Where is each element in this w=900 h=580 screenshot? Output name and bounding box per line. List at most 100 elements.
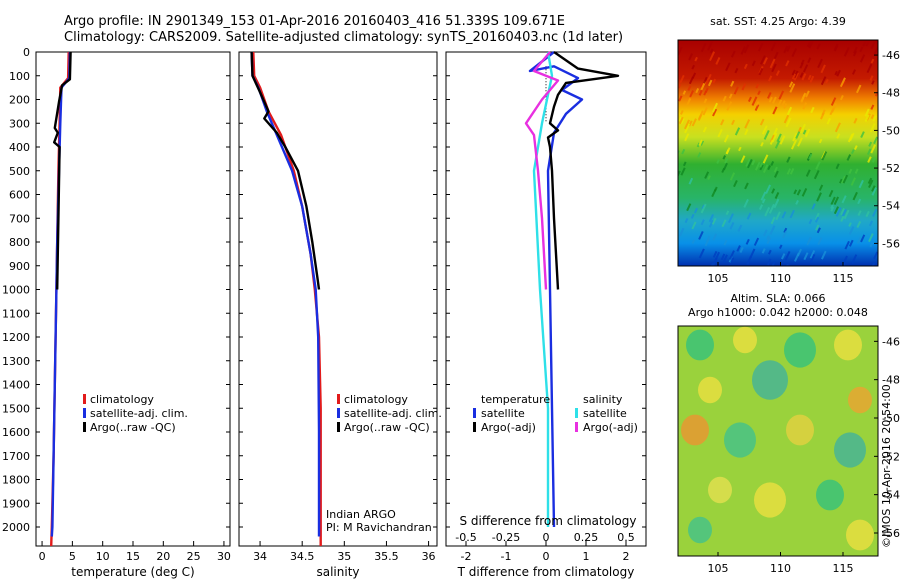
map-lat-label: -56 (882, 237, 900, 250)
depth-tick-label: 300 (9, 117, 30, 130)
temperature-panel: 0 5 10 15 20 25 30 0 100 200 300 400 500 600 700 800 90… (2, 46, 231, 579)
x-tick-label: 34.5 (290, 550, 315, 563)
x-tick-label: 36 (422, 550, 436, 563)
depth-tick-label: 1300 (2, 355, 30, 368)
depth-tick-label: 100 (9, 70, 30, 83)
map-lat-label: -50 (882, 124, 900, 137)
legend-label-satellite: satellite-adj. clim. (90, 407, 188, 420)
x-tick-label: 15 (126, 550, 140, 563)
legend-label-temp-argo: Argo(-adj) (481, 421, 536, 434)
x-tick-label: -2 (461, 550, 472, 563)
map-lon-label: 110 (770, 562, 791, 575)
x-tick-label: 10 (96, 550, 110, 563)
depth-tick-label: 500 (9, 165, 30, 178)
header-line-2: Climatology: CARS2009. Satellite-adjuste… (64, 30, 623, 45)
float-annotation-line-1: Indian ARGO (326, 508, 396, 521)
difference-xlabel: T difference from climatology (457, 565, 635, 579)
x-tick-label: 0 (39, 550, 46, 563)
x-tick-label: 35 (337, 550, 351, 563)
map-lat-label: -46 (882, 335, 900, 348)
series-line-temperature-argo-adj- (546, 51, 620, 290)
salinity-axes-frame (238, 51, 438, 547)
map-lon-label: 105 (708, 272, 729, 285)
sst-map-title: sat. SST: 4.25 Argo: 4.39 (710, 15, 846, 28)
x-tick-label: 20 (156, 550, 170, 563)
header-line-1: Argo profile: IN 2901349_153 01-Apr-2016… (64, 14, 565, 29)
legend-label-temp-satellite: satellite (481, 407, 525, 420)
legend-swatch-satellite (337, 408, 340, 418)
x-tick-label: 30 (217, 550, 231, 563)
salinity-legend: climatology satellite-adj. clim. Argo(..… (337, 393, 442, 434)
map-lon-label: 105 (708, 562, 729, 575)
map-lat-label: -46 (882, 49, 900, 62)
series-line-argo-raw-qc- (250, 51, 321, 290)
legend-title-temperature: temperature (481, 393, 550, 406)
depth-tick-label: 1200 (2, 331, 30, 344)
depth-tick-label: 1000 (2, 284, 30, 297)
map-lat-label: -56 (882, 527, 900, 540)
depth-tick-label: 1600 (2, 426, 30, 439)
map-lat-label: -52 (882, 162, 900, 175)
difference-legend: temperature salinity satellite Argo(-adj… (473, 393, 638, 434)
legend-title-salinity: salinity (583, 393, 623, 406)
legend-swatch-argo (337, 422, 340, 432)
legend-label-climatology: climatology (344, 393, 408, 406)
x-tick-label: 35.5 (374, 550, 399, 563)
top-x-tick-label: -0.25 (492, 531, 520, 544)
depth-tick-label: 400 (9, 141, 30, 154)
salinity-panel: 34 34.5 35 35.5 36 salinity climatology sate… (238, 51, 442, 579)
top-x-tick-label: -0.5 (455, 531, 476, 544)
x-tick-label: -1 (501, 550, 512, 563)
map-lat-label: -54 (882, 200, 900, 213)
depth-tick-label: 2000 (2, 521, 30, 534)
legend-label-sal-satellite: satellite (583, 407, 627, 420)
difference-axes-frame (445, 51, 647, 547)
legend-swatch-sal-argo (575, 422, 578, 432)
x-tick-label: 25 (187, 550, 201, 563)
depth-tick-label: 700 (9, 212, 30, 225)
map-lat-label: -48 (882, 374, 900, 387)
legend-swatch-climatology (83, 394, 86, 404)
legend-swatch-temp-satellite (473, 408, 476, 418)
difference-panel: -2 -1 0 1 2 -0.5 -0.25 0 0.25 0.5 T difference f… (445, 51, 647, 579)
sst-map-frame (677, 39, 879, 267)
sla-image (678, 326, 878, 556)
legend-swatch-climatology (337, 394, 340, 404)
float-annotation-line-2: PI: M Ravichandran (326, 521, 432, 534)
temperature-xlabel: temperature (deg C) (71, 565, 194, 579)
map-lat-label: -54 (882, 489, 900, 502)
map-lon-label: 115 (833, 562, 854, 575)
depth-tick-label: 0 (23, 46, 30, 59)
depth-tick-label: 1900 (2, 497, 30, 510)
legend-label-sal-argo: Argo(-adj) (583, 421, 638, 434)
map-lat-label: -52 (882, 450, 900, 463)
sst-map: sat. SST: 4.25 Argo: 4.39 -46 -48 -50 -52 -5… (677, 15, 900, 285)
depth-tick-label: 600 (9, 189, 30, 202)
salinity-xlabel: salinity (316, 565, 359, 579)
legend-swatch-sal-satellite (575, 408, 578, 418)
legend-swatch-satellite (83, 408, 86, 418)
imos-credit: ©IMOS 10-Apr-2016 20:54:00 (880, 384, 893, 548)
legend-label-climatology: climatology (90, 393, 154, 406)
sla-map: Altim. SLA: 0.066 Argo h1000: 0.042 h200… (677, 292, 900, 575)
depth-tick-label: 1500 (2, 402, 30, 415)
top-x-tick-label: 0.25 (574, 531, 599, 544)
depth-tick-label: 1700 (2, 450, 30, 463)
temperature-legend: climatology satellite-adj. clim. Argo(..… (83, 393, 188, 434)
legend-label-satellite: satellite-adj. clim. (344, 407, 442, 420)
x-tick-label: 2 (623, 550, 630, 563)
depth-tick-label: 800 (9, 236, 30, 249)
legend-swatch-temp-argo (473, 422, 476, 432)
map-lon-label: 110 (770, 272, 791, 285)
sst-image (678, 40, 878, 266)
temperature-axes-frame (35, 51, 231, 547)
sla-map-title: Altim. SLA: 0.066 (730, 292, 825, 305)
series-line-salinity-argo-adj- (524, 51, 560, 290)
sla-map-frame (677, 325, 879, 557)
legend-label-argo: Argo(..raw -QC) (90, 421, 176, 434)
x-tick-label: 5 (69, 550, 76, 563)
depth-tick-label: 200 (9, 94, 30, 107)
depth-tick-label: 1100 (2, 307, 30, 320)
depth-tick-label: 1400 (2, 379, 30, 392)
